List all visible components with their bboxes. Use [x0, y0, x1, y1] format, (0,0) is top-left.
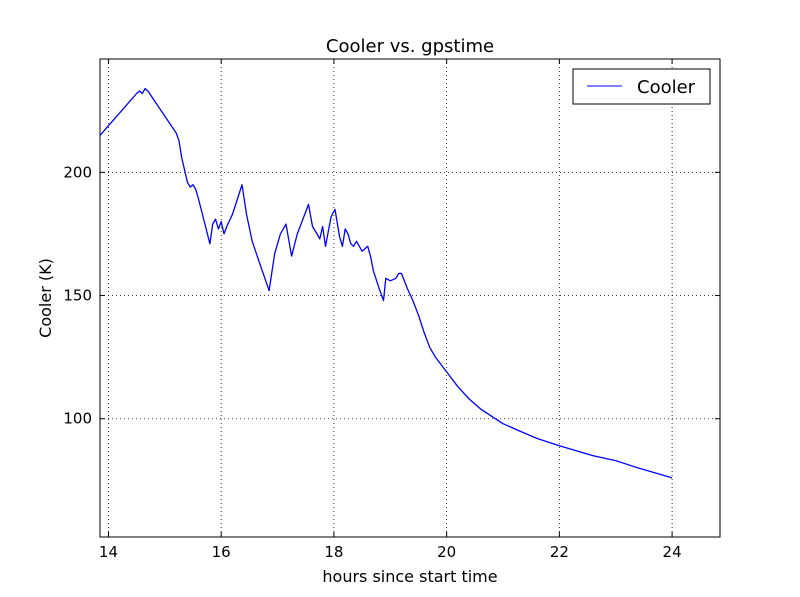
- series-line-cooler: [99, 87, 673, 479]
- y-tick-label: 150: [63, 287, 92, 305]
- x-tick-label: 22: [550, 543, 569, 561]
- x-tick-label: 18: [324, 543, 343, 561]
- axes-frame: [99, 58, 721, 538]
- x-axis-ticks: 14 16 18 20 22 24: [99, 59, 682, 561]
- legend-label-cooler: Cooler: [637, 77, 696, 98]
- y-tick-label: 100: [63, 410, 92, 428]
- x-axis-label: hours since start time: [322, 567, 497, 586]
- y-tick-label: 200: [63, 163, 92, 181]
- grid: [100, 59, 720, 537]
- chart-title: Cooler vs. gpstime: [326, 36, 494, 57]
- x-tick-label: 24: [663, 543, 682, 561]
- plot-area: [99, 58, 721, 538]
- series-layer: [99, 87, 673, 479]
- legend: Cooler: [572, 68, 711, 105]
- y-axis-ticks: 100 150 200: [63, 163, 720, 428]
- x-tick-label: 20: [437, 543, 456, 561]
- x-tick-label: 14: [99, 543, 118, 561]
- y-axis-label: Cooler (K): [36, 258, 55, 338]
- x-tick-label: 16: [212, 543, 231, 561]
